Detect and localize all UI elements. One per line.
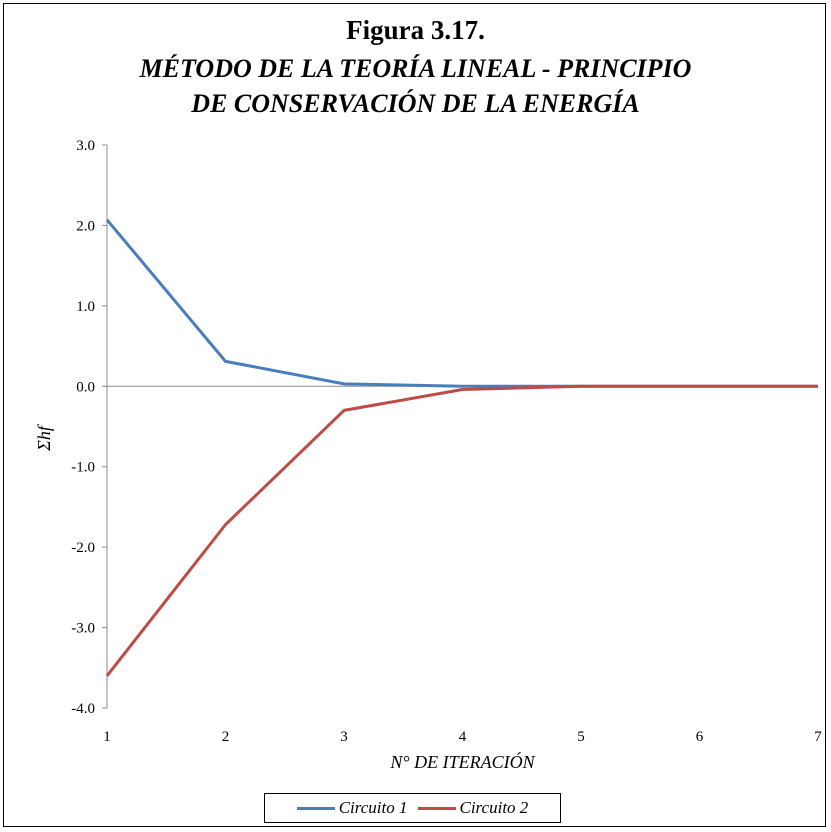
- x-tick-label: 5: [577, 729, 585, 745]
- y-tick-label: -2.0: [71, 540, 95, 556]
- legend-item-circuito-2: Circuito 2: [418, 798, 529, 818]
- series-line-circuito-2: [107, 386, 818, 676]
- legend: Circuito 1 Circuito 2: [264, 793, 561, 823]
- x-tick-label: 7: [814, 729, 822, 745]
- y-tick-label: 0.0: [76, 379, 95, 395]
- y-tick-labels: 3.0 2.0 1.0 0.0 -1.0 -2.0 -3.0 -4.0: [71, 138, 95, 717]
- y-tick-label: 2.0: [76, 218, 95, 234]
- legend-swatch-circuito-1: [297, 807, 335, 810]
- y-tick-label: 3.0: [76, 138, 95, 154]
- axes: [102, 145, 818, 708]
- y-tick-label: -4.0: [71, 701, 95, 717]
- x-axis-title: N° DE ITERACIÓN: [389, 751, 535, 772]
- y-axis-title: Σhf: [34, 423, 54, 452]
- legend-label-circuito-2: Circuito 2: [460, 798, 529, 818]
- legend-item-circuito-1: Circuito 1: [297, 798, 408, 818]
- y-tick-label: -3.0: [71, 621, 95, 637]
- series-lines: [107, 220, 818, 676]
- legend-swatch-circuito-2: [418, 807, 456, 810]
- x-tick-label: 2: [222, 729, 230, 745]
- y-tick-label: -1.0: [71, 460, 95, 476]
- x-tick-label: 3: [340, 729, 348, 745]
- series-line-circuito-1: [107, 220, 818, 386]
- y-tick-label: 1.0: [76, 299, 95, 315]
- legend-label-circuito-1: Circuito 1: [339, 798, 408, 818]
- x-tick-label: 1: [103, 729, 111, 745]
- x-tick-label: 4: [459, 729, 467, 745]
- x-tick-label: 6: [696, 729, 704, 745]
- x-tick-labels: 1 2 3 4 5 6 7: [103, 729, 822, 745]
